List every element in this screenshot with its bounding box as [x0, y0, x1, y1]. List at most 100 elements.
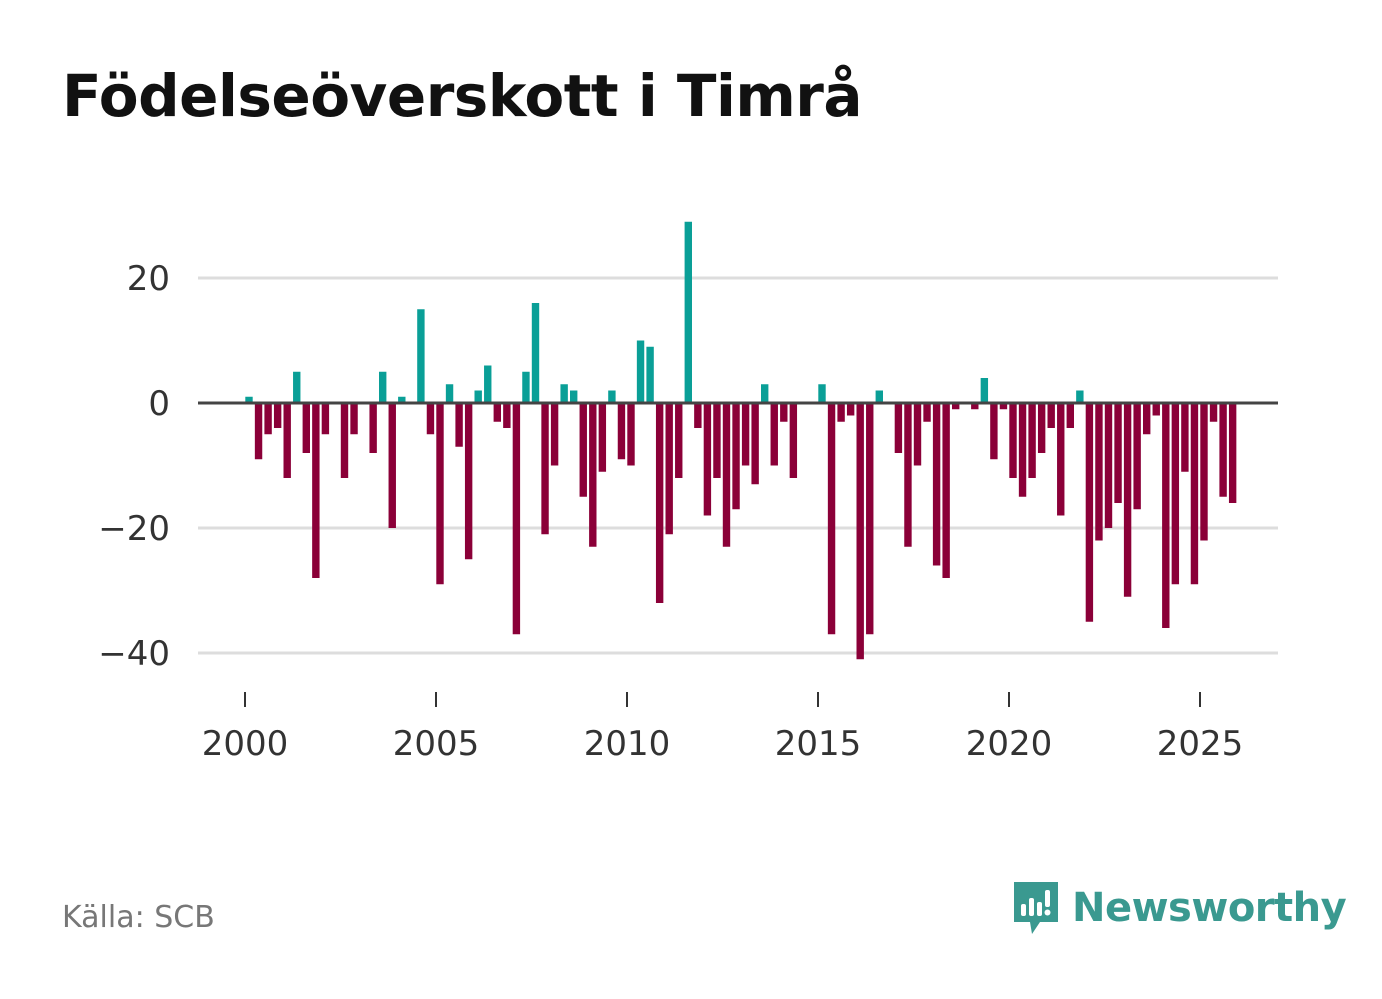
bar [550, 403, 559, 466]
bar [894, 403, 903, 453]
bar [655, 403, 664, 603]
x-tick-label: 2015 [775, 724, 862, 764]
bar [741, 403, 750, 466]
bar [445, 384, 454, 403]
bar [627, 403, 635, 466]
bar [245, 396, 253, 403]
bar [541, 403, 549, 535]
bar [1018, 403, 1027, 497]
bar [990, 403, 998, 460]
bar [770, 403, 778, 466]
bar [436, 403, 444, 585]
y-tick-label: −40 [98, 634, 170, 674]
source-label: Källa: SCB [62, 900, 215, 935]
bar [818, 384, 826, 403]
bar [904, 403, 912, 547]
bar [675, 403, 683, 478]
x-tick-label: 2005 [393, 724, 480, 764]
bar [1228, 403, 1237, 503]
bar [665, 403, 673, 535]
bar [856, 403, 864, 660]
bar [636, 340, 645, 403]
bar [350, 403, 358, 435]
bar [1200, 403, 1208, 541]
bar [827, 403, 836, 635]
bar [1085, 403, 1094, 622]
bar [264, 403, 272, 435]
bars [245, 221, 1237, 660]
bar [923, 403, 931, 422]
bar [1037, 403, 1046, 453]
bar [942, 403, 950, 578]
bar [254, 403, 263, 460]
bar [522, 371, 530, 403]
bar [321, 403, 330, 435]
bar [493, 403, 501, 422]
y-tick-label: −20 [98, 509, 170, 549]
bar [1209, 403, 1218, 422]
bar [999, 403, 1008, 410]
bar [846, 403, 855, 416]
bar [913, 403, 922, 466]
bar [1123, 403, 1132, 597]
bar [608, 390, 616, 403]
x-tick-label: 2010 [584, 724, 671, 764]
bar [703, 403, 712, 516]
bar [579, 403, 587, 497]
bar [1104, 403, 1113, 528]
x-tick-label: 2025 [1157, 724, 1244, 764]
bar [273, 403, 282, 428]
y-tick-label: 0 [148, 384, 170, 424]
bar [1009, 403, 1017, 478]
bar [340, 403, 349, 478]
bar [1143, 403, 1151, 435]
bar [646, 346, 654, 403]
bar [780, 403, 788, 422]
bar [293, 371, 301, 403]
bar [980, 378, 989, 403]
bar [426, 403, 435, 435]
bar [388, 403, 396, 528]
bar [283, 403, 291, 478]
bar [1114, 403, 1122, 503]
bar [484, 365, 492, 403]
bar [1219, 403, 1227, 497]
bar [369, 403, 377, 453]
x-tick-label: 2020 [966, 724, 1053, 764]
bar [713, 403, 721, 478]
bar [932, 403, 941, 566]
axes: 20 0 −20 −40 2000 2005 2010 2015 2020 2025 [98, 259, 1278, 764]
bar [732, 403, 740, 510]
bar [1181, 403, 1189, 472]
bar [866, 403, 874, 635]
bar [617, 403, 626, 460]
bar [875, 390, 883, 403]
bar [1171, 403, 1180, 585]
bar [952, 403, 960, 410]
bar [398, 396, 406, 403]
brand-name: Newsworthy [1072, 885, 1347, 931]
newsworthy-logo-icon [1014, 882, 1058, 934]
bar [1133, 403, 1141, 510]
bar [789, 403, 798, 478]
bar [1190, 403, 1199, 585]
bar [417, 309, 425, 403]
bar [1152, 403, 1160, 416]
bar [379, 371, 387, 403]
x-tick-label: 2000 [202, 724, 289, 764]
brand-logo[interactable]: Newsworthy [1010, 878, 1347, 938]
bar [684, 221, 692, 403]
bar [560, 384, 568, 403]
y-tick-label: 20 [127, 259, 170, 299]
bar [751, 403, 759, 485]
bar [1066, 403, 1074, 428]
bar [570, 390, 578, 403]
bar [503, 403, 511, 428]
bar [971, 403, 979, 410]
bar [1162, 403, 1170, 628]
bar [1057, 403, 1065, 516]
chart-title: Födelseöverskott i Timrå [62, 62, 863, 130]
bar [302, 403, 310, 453]
bar [464, 403, 473, 560]
